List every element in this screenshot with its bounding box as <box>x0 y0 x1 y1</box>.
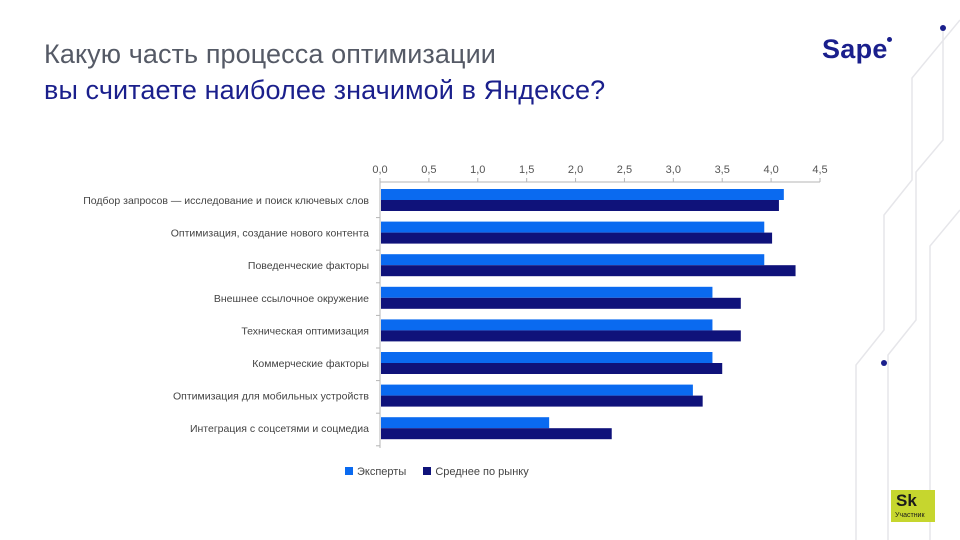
category-label: Оптимизация, создание нового контента <box>171 228 369 240</box>
badge-caption: Участник <box>895 512 925 519</box>
category-label: Техническая оптимизация <box>241 325 369 337</box>
category-label: Оптимизация для мобильных устройств <box>173 391 369 403</box>
sape-logo: Sape <box>822 34 888 64</box>
skolkovo-participant-badge: Sk Участник <box>891 490 935 522</box>
x-tick-label: 2,5 <box>617 164 632 176</box>
bar-experts <box>381 384 693 396</box>
legend-label-experts: Эксперты <box>357 466 407 478</box>
x-tick-label: 4,5 <box>812 164 827 176</box>
sape-logo-dot <box>887 37 892 42</box>
category-label: Поведенческие факторы <box>248 260 369 272</box>
legend-swatch-market <box>423 467 432 475</box>
bar-market <box>381 200 779 211</box>
x-tick-label: 2,0 <box>568 164 583 176</box>
slide-title: Какую часть процесса оптимизации вы счит… <box>44 36 605 108</box>
legend-item-market: Среднее по рынку <box>423 466 529 478</box>
skolkovo-logo: Sk <box>896 491 917 510</box>
circuit-node-top <box>940 25 946 31</box>
bar-market <box>381 363 723 374</box>
bar-experts <box>381 417 550 429</box>
category-label: Внешнее ссылочное окружение <box>214 293 369 305</box>
bar-market <box>381 428 612 440</box>
bar-experts <box>381 189 784 200</box>
bar-experts <box>381 352 713 363</box>
legend-item-experts: Эксперты <box>345 466 406 478</box>
x-tick-label: 3,0 <box>666 164 681 176</box>
x-tick-label: 1,0 <box>470 164 485 176</box>
bar-market <box>381 297 741 309</box>
x-tick-label: 0,0 <box>372 164 387 176</box>
title-line-2: вы считаете наиболее значимой в Яндексе? <box>44 75 606 105</box>
circuit-node-mid <box>881 360 887 366</box>
bar-market <box>381 395 703 407</box>
bar-experts <box>381 319 713 331</box>
category-label: Подбор запросов — исследование и поиск к… <box>83 195 369 207</box>
category-label: Коммерческие факторы <box>252 358 369 370</box>
chart-legend: Эксперты Среднее по рынку <box>345 466 543 478</box>
legend-label-market: Среднее по рынку <box>435 466 529 478</box>
x-tick-label: 0,5 <box>421 164 436 176</box>
bar-market <box>381 265 796 277</box>
bar-experts <box>381 221 765 233</box>
category-label: Интеграция с соцсетями и соцмедиа <box>190 423 369 435</box>
title-line-1: Какую часть процесса оптимизации <box>44 39 496 69</box>
bar-market <box>381 330 741 342</box>
x-tick-label: 3,5 <box>715 164 730 176</box>
x-tick-label: 1,5 <box>519 164 534 176</box>
x-tick-label: 4,0 <box>763 164 778 176</box>
legend-swatch-experts <box>345 467 353 475</box>
bar-experts <box>381 286 713 298</box>
bar-experts <box>381 254 765 266</box>
bar-market <box>381 232 773 244</box>
